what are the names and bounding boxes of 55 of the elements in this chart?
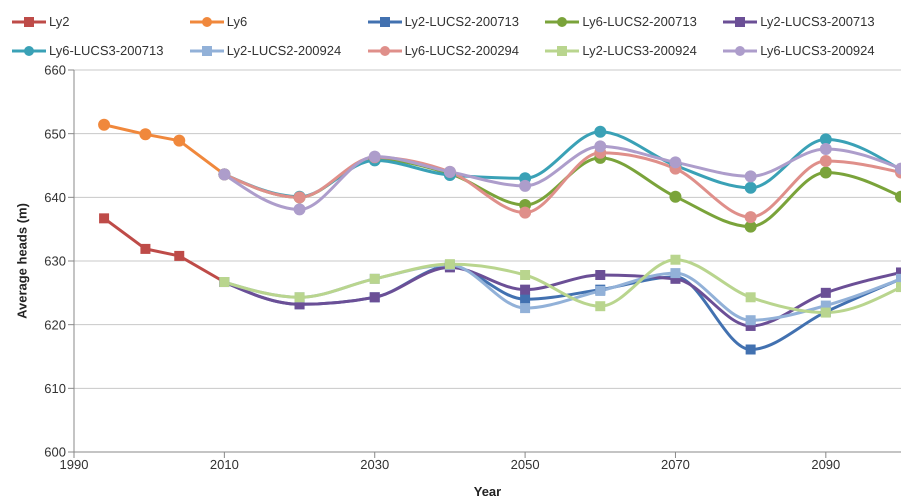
y-tick-label: 620	[44, 317, 66, 332]
y-tick-label: 600	[44, 444, 66, 460]
point	[670, 268, 680, 278]
x-tick-label: 2070	[660, 457, 690, 472]
point	[595, 270, 606, 280]
y-axis-title: Average heads (m)	[14, 203, 30, 319]
x-tick-label: 2090	[811, 457, 840, 472]
point	[174, 250, 184, 261]
point	[744, 170, 757, 182]
point	[820, 166, 832, 179]
y-tick-label: 640	[44, 190, 66, 205]
legend-label: Ly6-LUCS2-200294	[404, 43, 520, 58]
point	[820, 155, 832, 168]
point	[744, 182, 757, 194]
x-tick-label: 2030	[360, 457, 390, 472]
point	[746, 292, 756, 302]
legend-label: Ly6-LUCS3-200924	[760, 43, 875, 58]
x-tick-label: 2050	[510, 457, 540, 472]
legend-label: Ly6-LUCS2-200713	[582, 14, 697, 29]
point	[520, 284, 530, 295]
point	[519, 206, 532, 219]
point	[746, 315, 756, 326]
legend-label: Ly2-LUCS2-200713	[404, 14, 520, 29]
legend-label: Ly2-LUCS2-200924	[226, 43, 342, 58]
point	[594, 140, 606, 152]
x-axis-title: Year	[474, 484, 502, 499]
legend-label: Ly2-LUCS3-200713	[760, 14, 875, 29]
point	[520, 270, 530, 280]
point	[669, 156, 682, 168]
point	[98, 118, 110, 131]
y-tick-label: 660	[44, 62, 66, 78]
point	[746, 344, 756, 354]
point	[139, 128, 152, 140]
x-tick-label: 1990	[60, 457, 88, 472]
x-tick-label: 2010	[210, 457, 239, 472]
legend-label: Ly2	[49, 14, 70, 29]
point	[173, 134, 186, 147]
legend-label: Ly6-LUCS3-200713	[49, 43, 164, 58]
point	[744, 211, 757, 224]
point	[820, 288, 831, 298]
point	[520, 303, 530, 314]
point	[140, 244, 150, 254]
point	[595, 301, 606, 312]
point	[820, 142, 832, 155]
y-tick-label: 630	[44, 254, 66, 269]
point	[669, 190, 682, 203]
point	[294, 203, 306, 216]
point	[519, 180, 532, 192]
y-tick-label: 650	[44, 126, 66, 142]
point	[99, 213, 110, 224]
point	[594, 126, 606, 138]
point	[670, 254, 680, 265]
legend-label: Ly6	[226, 14, 248, 29]
y-tick-label: 610	[44, 380, 66, 396]
legend-label: Ly2-LUCS3-200924	[582, 43, 697, 58]
